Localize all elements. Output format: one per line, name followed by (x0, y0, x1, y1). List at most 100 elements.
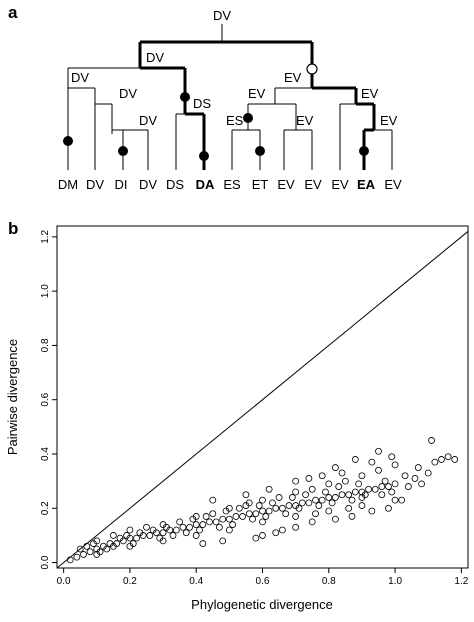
tree-leaf-label: DV (86, 177, 104, 192)
data-point (189, 515, 197, 523)
data-point (355, 480, 363, 488)
x-tick-label: 0.6 (256, 576, 270, 587)
y-tick-label: 1.0 (40, 284, 51, 298)
data-point (272, 529, 280, 537)
data-point (338, 491, 346, 499)
data-point (312, 496, 319, 504)
data-point (229, 521, 237, 528)
data-point (259, 496, 266, 504)
data-point (66, 556, 74, 564)
tree-leaf-label: ET (252, 177, 269, 192)
data-point (295, 504, 303, 512)
data-point (219, 537, 227, 545)
data-point (136, 529, 144, 537)
tree-leaf-label: DM (58, 177, 78, 192)
data-point (292, 513, 300, 520)
x-tick-label: 0.4 (189, 576, 203, 587)
data-point (216, 523, 223, 531)
data-point (76, 545, 84, 553)
scatter-plot: 0.0 0.2 0.4 0.6 0.8 1.0 1.2 0.0 0.2 0.4 0.6 0.8 1.0… (5, 225, 469, 612)
data-point (159, 529, 167, 537)
y-tick-label: 0.4 (40, 447, 51, 461)
data-point (424, 469, 432, 477)
data-point (318, 472, 326, 480)
data-point (252, 534, 260, 542)
data-point (90, 540, 97, 547)
data-point (262, 513, 270, 520)
data-point (292, 477, 300, 485)
data-point (288, 494, 296, 501)
panel-a-label: a (8, 3, 18, 22)
data-point (292, 488, 300, 496)
data-point (444, 453, 452, 461)
data-point (365, 485, 372, 493)
phylogenetic-tree: DV DV DV DV DV DS EV EV ES EV EV EV (63, 8, 398, 170)
tree-node-label: DV (71, 70, 89, 85)
data-point (232, 513, 240, 520)
tree-leaf-label: EA (357, 177, 376, 192)
data-point (169, 532, 177, 539)
data-point (391, 480, 399, 488)
data-point (308, 518, 316, 526)
data-point (451, 456, 459, 463)
tree-leaf-label: EV (304, 177, 322, 192)
data-point (186, 523, 193, 531)
tree-node-label: DV (139, 113, 157, 128)
data-point (348, 496, 356, 504)
data-point (86, 548, 94, 556)
data-point (438, 456, 445, 463)
data-point (318, 496, 326, 504)
panel-b-label: b (8, 219, 18, 238)
data-point (388, 488, 396, 496)
data-point (351, 488, 359, 496)
data-point (325, 480, 333, 488)
data-point (325, 507, 333, 515)
data-point (312, 510, 319, 518)
tree-leaf-label: EV (331, 177, 349, 192)
data-point (192, 532, 200, 539)
data-point (375, 466, 382, 474)
x-tick-label: 1.0 (388, 576, 402, 587)
data-point (272, 504, 280, 512)
y-tick-label: 0.0 (40, 555, 51, 569)
tree-leaf-labels: DM DV DI DV DS DA ES ET EV EV EV EA EV (58, 177, 402, 192)
data-point (345, 491, 353, 499)
node-marker-filled (199, 151, 209, 161)
tree-node-label: DV (146, 50, 164, 65)
data-point (338, 469, 346, 477)
data-point (222, 507, 230, 515)
data-point (143, 523, 150, 531)
data-point (348, 513, 356, 520)
data-point (265, 507, 273, 515)
data-point (225, 526, 233, 534)
tree-node-label: ES (226, 113, 244, 128)
data-point (116, 534, 124, 542)
data-point (368, 458, 376, 466)
data-point (156, 534, 164, 542)
tree-leaf-label: DA (196, 177, 215, 192)
data-point (255, 502, 263, 509)
data-point (83, 542, 91, 550)
tree-node-label: EV (380, 113, 398, 128)
data-point (259, 532, 266, 539)
data-point (335, 483, 343, 490)
data-point (375, 447, 382, 455)
x-axis-title: Phylogenetic divergence (191, 597, 333, 612)
tree-node-label: DS (193, 96, 211, 111)
data-point (404, 483, 412, 490)
data-point (278, 526, 286, 534)
data-point (225, 515, 233, 523)
data-point (275, 494, 283, 501)
tree-node-label: EV (296, 113, 314, 128)
data-point (332, 464, 339, 471)
data-point (219, 515, 227, 523)
data-point (358, 472, 366, 480)
data-point (129, 540, 137, 547)
data-point (325, 494, 333, 501)
data-point (385, 504, 392, 512)
data-point (398, 496, 406, 504)
data-point (123, 532, 131, 539)
data-point (328, 499, 336, 507)
data-point (199, 540, 207, 547)
